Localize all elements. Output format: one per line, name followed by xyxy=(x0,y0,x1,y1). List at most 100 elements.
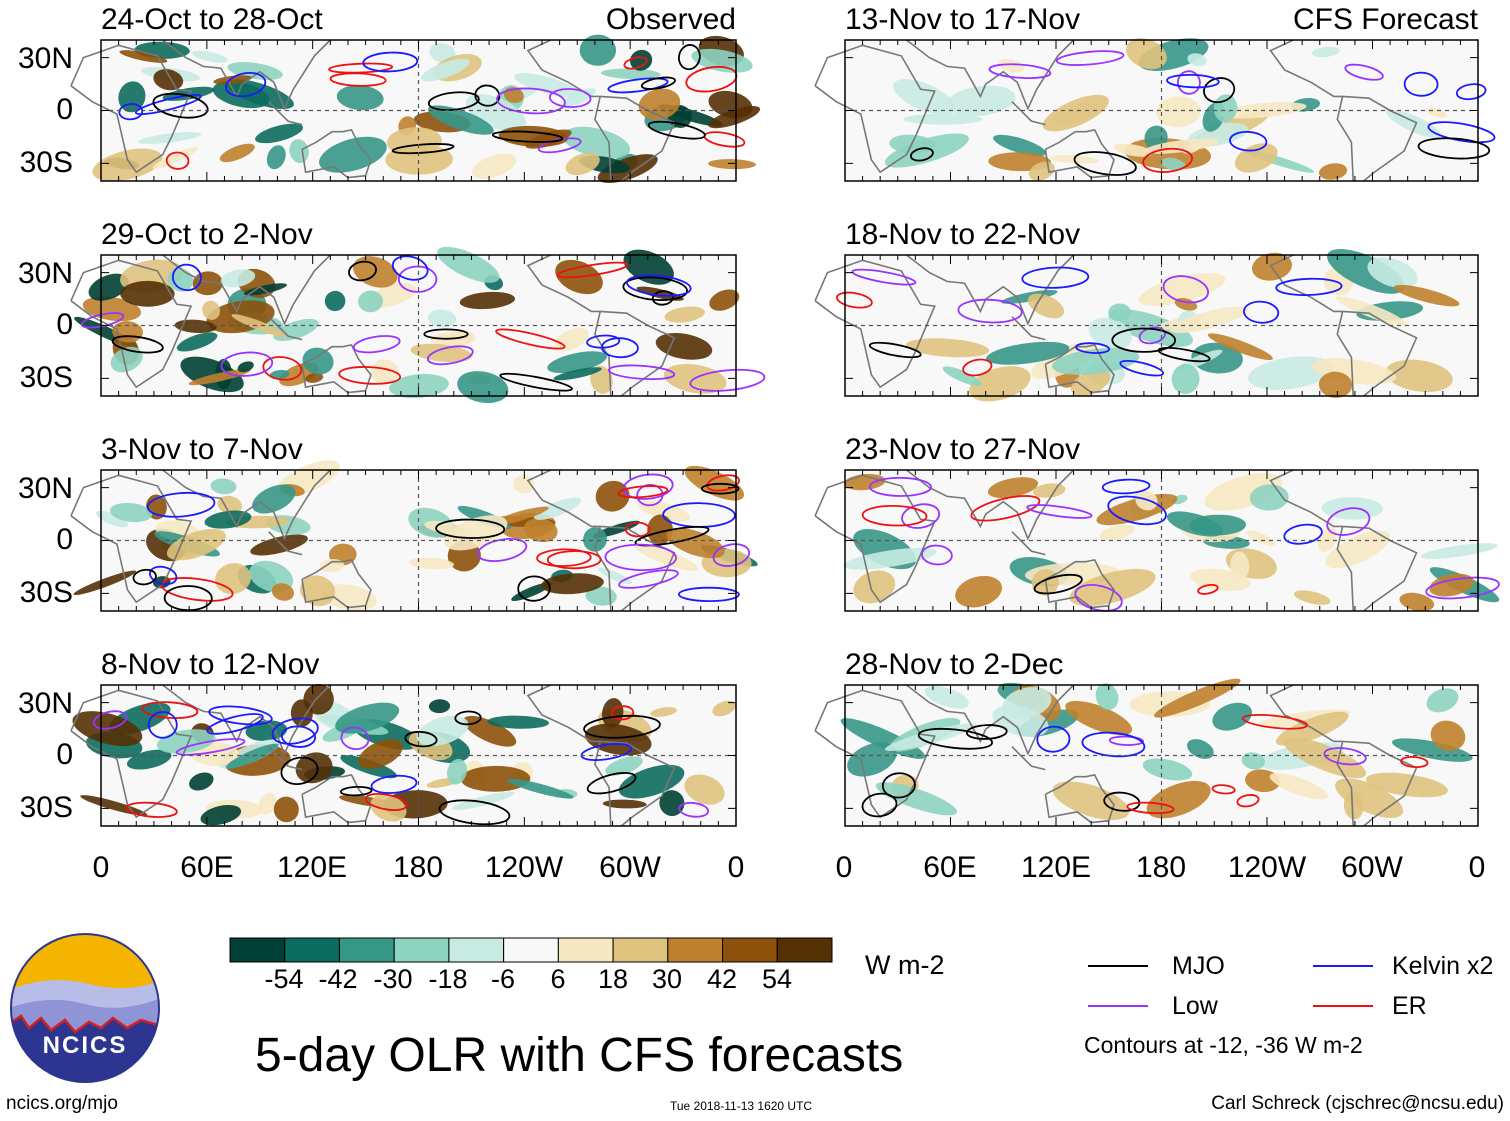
mjo-contour xyxy=(1033,573,1083,595)
er-contour xyxy=(861,504,928,527)
negative-anomaly-blob xyxy=(335,702,400,734)
coastline xyxy=(1336,741,1354,827)
negative-anomaly-blob xyxy=(1002,687,1052,719)
coastline xyxy=(1011,316,1046,341)
low-contour xyxy=(868,476,932,497)
lon-label-right-0-end: 0 xyxy=(1468,851,1486,884)
kelvin-contour xyxy=(1021,266,1090,289)
coastline xyxy=(1011,746,1046,771)
kelvin-contour xyxy=(280,725,317,748)
negative-anomaly-blob xyxy=(942,366,982,387)
legend-line-kelvin xyxy=(1313,965,1373,967)
low-contour xyxy=(1344,63,1384,81)
negative-anomaly-blob xyxy=(583,527,607,552)
positive-anomaly-blob xyxy=(290,699,313,727)
coastline xyxy=(1044,128,1115,179)
negative-anomaly-blob xyxy=(358,290,383,313)
positive-anomaly-blob xyxy=(153,69,184,91)
mjo-contour xyxy=(517,575,551,602)
negative-anomaly-blob xyxy=(437,246,500,283)
kelvin-contour xyxy=(1275,277,1343,296)
mjo-contour xyxy=(583,714,661,739)
positive-anomaly-blob xyxy=(1156,96,1201,128)
positive-anomaly-blob xyxy=(213,75,252,85)
mjo-contour xyxy=(586,772,637,795)
legend-label-kelvin: Kelvin x2 xyxy=(1392,952,1494,980)
kelvin-contour xyxy=(146,491,216,518)
er-contour xyxy=(364,793,408,811)
mjo-contour xyxy=(423,328,469,340)
kelvin-contour xyxy=(1283,523,1323,545)
er-contour xyxy=(611,705,635,721)
lat-label-30n: 30N xyxy=(17,472,73,505)
lon-label-right-60e: 60E xyxy=(923,851,977,884)
negative-anomaly-blob xyxy=(579,34,617,66)
map-panel-6 xyxy=(814,249,1479,402)
lon-label-left-0: 0 xyxy=(92,851,110,884)
negative-anomaly-blob xyxy=(302,347,334,375)
er-contour xyxy=(141,701,199,719)
kelvin-contour xyxy=(601,337,639,359)
positive-anomaly-blob xyxy=(1207,333,1273,360)
colorbar-label: 30 xyxy=(651,964,683,994)
low-contour xyxy=(220,351,274,377)
negative-anomaly-blob xyxy=(1212,702,1253,731)
mjo-contour xyxy=(678,44,701,71)
positive-anomaly-blob xyxy=(969,366,1031,402)
negative-anomaly-blob xyxy=(200,804,242,826)
coastline xyxy=(162,684,331,756)
positive-anomaly-blob xyxy=(987,477,1039,499)
kelvin-contour xyxy=(391,255,429,281)
coastline xyxy=(268,746,303,771)
negative-anomaly-blob xyxy=(691,48,753,73)
positive-anomaly-blob xyxy=(295,752,333,784)
er-contour xyxy=(1142,147,1193,173)
negative-anomaly-blob xyxy=(630,49,653,71)
positive-anomaly-blob xyxy=(444,515,508,551)
negative-anomaly-blob xyxy=(659,790,685,817)
negative-anomaly-blob xyxy=(533,497,582,520)
coastline xyxy=(906,684,1075,756)
footer-url[interactable]: ncics.org/mjo xyxy=(6,1093,118,1114)
coastline xyxy=(1336,311,1354,397)
positive-anomaly-blob xyxy=(905,338,990,358)
negative-anomaly-blob xyxy=(1166,511,1224,537)
lat-label-30n: 30N xyxy=(17,687,73,720)
low-contour xyxy=(340,726,370,751)
legend-label-low: Low xyxy=(1172,992,1218,1020)
positive-anomaly-blob xyxy=(120,280,175,307)
negative-anomaly-blob xyxy=(255,123,304,144)
mjo-contour xyxy=(868,341,922,359)
kelvin-contour xyxy=(147,711,178,739)
negative-anomaly-blob xyxy=(324,290,346,312)
positive-anomaly-blob xyxy=(188,369,251,386)
coastline xyxy=(268,316,303,341)
lat-label-30n: 30N xyxy=(17,257,73,290)
observed-tag: Observed xyxy=(605,3,736,36)
lon-label-left-120w: 120W xyxy=(484,851,564,884)
negative-anomaly-blob xyxy=(416,715,469,747)
low-contour xyxy=(851,268,917,286)
negative-anomaly-blob xyxy=(226,79,294,109)
negative-anomaly-blob xyxy=(243,283,288,296)
coastline xyxy=(1269,254,1343,313)
positive-anomaly-blob xyxy=(636,286,684,301)
er-contour xyxy=(1197,583,1219,595)
negative-anomaly-blob xyxy=(1171,363,1200,394)
kelvin-contour xyxy=(1427,121,1496,144)
coastline xyxy=(906,254,1075,326)
coastline xyxy=(268,531,303,556)
footer-credit: Carl Schreck (cjschrec@ncsu.edu) xyxy=(1211,1093,1504,1114)
er-contour xyxy=(617,485,669,499)
negative-anomaly-blob xyxy=(1241,752,1265,770)
negative-anomaly-blob xyxy=(1391,738,1473,762)
mjo-contour xyxy=(280,756,319,785)
negative-anomaly-blob xyxy=(210,478,237,495)
low-contour xyxy=(921,544,953,566)
low-contour xyxy=(607,364,676,381)
kelvin-contour xyxy=(586,334,621,349)
coastline xyxy=(301,773,372,824)
er-contour xyxy=(536,548,592,567)
coastline xyxy=(526,469,601,528)
negative-anomaly-blob xyxy=(843,547,937,570)
